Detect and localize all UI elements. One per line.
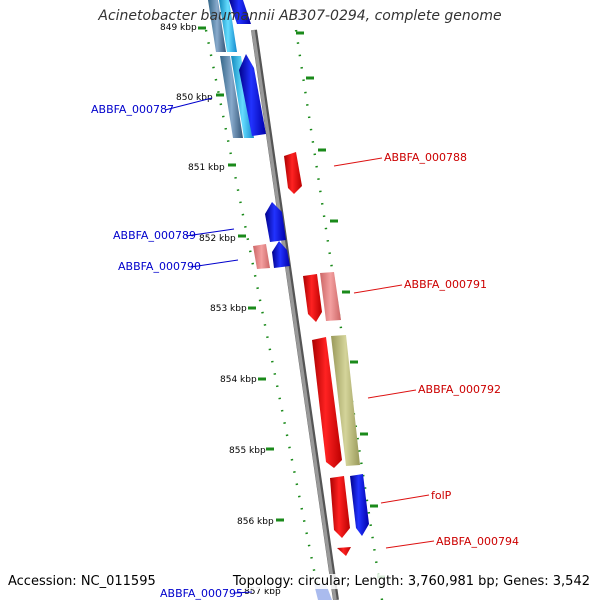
genome-summary-text: Topology: circular; Length: 3,760,981 bp… (232, 574, 590, 589)
inner-guide-track (204, 29, 322, 600)
ruler-label-855: 855 kbp (229, 446, 266, 456)
gene-arrow-forward-folp[interactable] (350, 474, 369, 536)
ruler-label-850: 850 kbp (176, 93, 213, 103)
ruler-label-853: 853 kbp (210, 304, 247, 314)
gene-label-abbfa-000795[interactable]: ABBFA_000795 (160, 587, 243, 600)
ruler-label-856: 856 kbp (237, 517, 274, 527)
genome-title: Acinetobacter baumannii AB307-0294, comp… (98, 8, 502, 24)
accession-text: Accession: NC_011595 (8, 574, 156, 589)
gene-arrow-abbfa-000792[interactable] (312, 337, 342, 468)
gene-label-folp[interactable]: folP (431, 489, 452, 502)
gene-label-abbfa-000791[interactable]: ABBFA_000791 (404, 278, 487, 291)
gene-bar-blue-top[interactable] (229, 0, 251, 24)
gene-label-abbfa-000789[interactable]: ABBFA_000789 (113, 229, 196, 242)
gene-label-abbfa-000792[interactable]: ABBFA_000792 (418, 383, 501, 396)
gene-label-abbfa-000787[interactable]: ABBFA_000787 (91, 103, 174, 116)
ruler-label-852: 852 kbp (199, 234, 236, 244)
ruler-label-849: 849 kbp (160, 23, 197, 33)
gene-arrow-abbfa-000789[interactable] (265, 202, 286, 242)
gene-bar-pink-right[interactable] (320, 272, 341, 321)
gene-arrow-forward[interactable] (239, 54, 266, 136)
gene-arrow-folp[interactable] (330, 476, 350, 538)
gene-label-abbfa-000794[interactable]: ABBFA_000794 (436, 535, 519, 548)
gene-bar-cyan-top[interactable] (219, 0, 237, 52)
ruler-label-857: 857 kbp (244, 587, 281, 597)
gene-bar-pink-left[interactable] (253, 244, 270, 269)
gene-arrow-abbfa-000794[interactable] (337, 547, 351, 556)
gene-label-abbfa-000790[interactable]: ABBFA_000790 (118, 260, 201, 273)
gene-bar-cyan[interactable] (231, 56, 254, 138)
gene-bar-steel[interactable] (220, 56, 243, 138)
gene-arrow-abbfa-000790[interactable] (272, 241, 290, 268)
ruler-label-851: 851 kbp (188, 163, 225, 173)
gene-arrow-abbfa-000788[interactable] (284, 152, 302, 194)
gene-bar-olive[interactable] (331, 335, 360, 466)
ruler-label-854: 854 kbp (220, 375, 257, 385)
gene-arrow-abbfa-000791[interactable] (303, 274, 322, 322)
gene-bar-steel-top[interactable] (208, 0, 226, 52)
backbone-line (251, 29, 337, 600)
gene-label-abbfa-000788[interactable]: ABBFA_000788 (384, 151, 467, 164)
label-leaders (164, 97, 435, 594)
